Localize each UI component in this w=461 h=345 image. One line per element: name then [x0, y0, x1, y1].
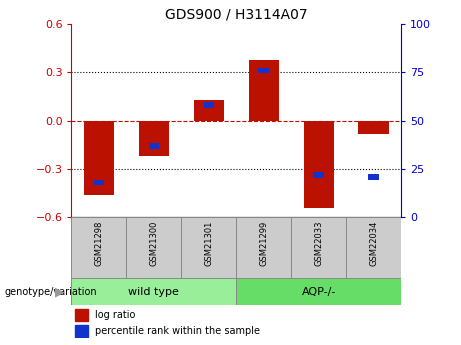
Bar [84, 121, 114, 195]
Bar [303, 121, 334, 208]
Title: GDS900 / H3114A07: GDS900 / H3114A07 [165, 8, 307, 22]
Bar [71, 217, 126, 278]
Bar [181, 217, 236, 278]
Bar [236, 278, 401, 305]
Bar [368, 174, 379, 180]
Bar [313, 172, 324, 178]
Bar [259, 68, 269, 73]
Text: GSM21299: GSM21299 [259, 220, 268, 266]
Text: log ratio: log ratio [95, 310, 135, 320]
Bar [203, 102, 214, 108]
Bar [194, 100, 224, 121]
Bar [248, 60, 279, 121]
Bar [148, 143, 159, 149]
Text: GSM22034: GSM22034 [369, 220, 378, 266]
Text: genotype/variation: genotype/variation [5, 287, 97, 296]
Bar [75, 325, 88, 337]
Text: GSM21301: GSM21301 [204, 220, 213, 266]
Text: AQP-/-: AQP-/- [301, 287, 336, 296]
Text: ▶: ▶ [55, 285, 65, 298]
Bar [236, 217, 291, 278]
Text: GSM22033: GSM22033 [314, 220, 323, 266]
Text: percentile rank within the sample: percentile rank within the sample [95, 326, 260, 336]
Bar [139, 121, 169, 156]
Bar [291, 217, 346, 278]
Bar [346, 217, 401, 278]
Text: wild type: wild type [129, 287, 179, 296]
Bar [75, 309, 88, 321]
Text: GSM21298: GSM21298 [95, 220, 103, 266]
Bar [126, 217, 181, 278]
Bar [359, 121, 389, 134]
Text: GSM21300: GSM21300 [149, 220, 159, 266]
Bar [71, 278, 236, 305]
Bar [94, 180, 104, 185]
